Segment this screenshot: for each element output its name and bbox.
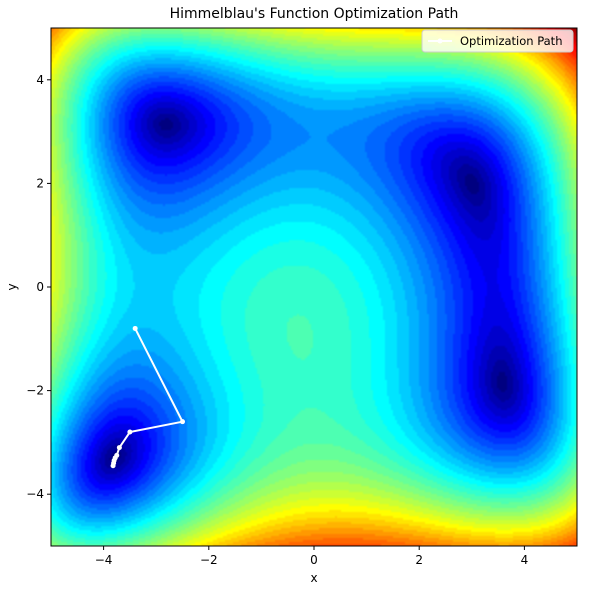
optimization-path-point [127, 429, 133, 435]
optimization-path-point [132, 325, 138, 331]
optimization-path-point [180, 419, 185, 425]
optimization-path-point [116, 445, 122, 451]
optimization-path-point [110, 463, 116, 469]
y-tick-label: 2 [36, 176, 44, 190]
chart-title: Himmelblau's Function Optimization Path [170, 6, 459, 22]
x-tick-label: −4 [95, 553, 113, 567]
optimization-path-layer [110, 325, 185, 469]
legend: Optimization Path [421, 29, 574, 53]
legend-label: Optimization Path [460, 34, 562, 48]
legend-box [421, 29, 574, 53]
x-axis-label: x [310, 571, 317, 585]
contour-heatmap [51, 28, 577, 546]
x-tick-label: 4 [521, 553, 529, 567]
plot-area [50, 27, 578, 547]
y-tick-label: 0 [36, 280, 44, 294]
y-tick-label: 4 [36, 73, 44, 87]
x-axis-ticks: −4 −2 0 2 4 [95, 546, 528, 567]
x-tick-label: −2 [200, 553, 218, 567]
y-axis-label: y [5, 283, 19, 290]
legend-marker [437, 38, 443, 44]
x-tick-label: 0 [310, 553, 318, 567]
x-tick-label: 2 [415, 553, 423, 567]
y-axis-ticks: −4 −2 0 2 4 [26, 73, 51, 501]
y-tick-label: −2 [26, 384, 44, 398]
y-tick-label: −4 [26, 487, 44, 501]
